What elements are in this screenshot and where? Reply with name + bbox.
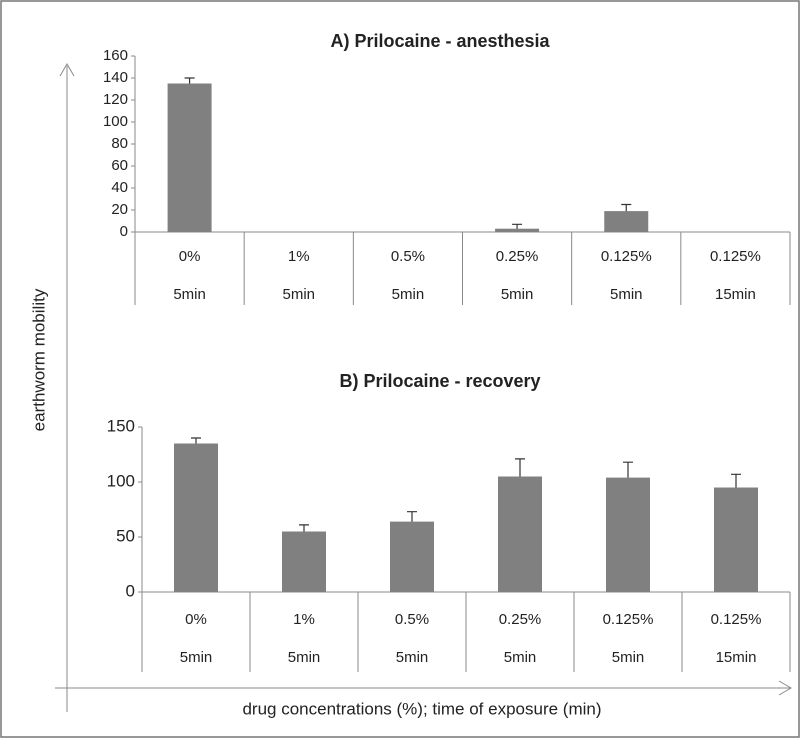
x-tick-sublabel: 5min (180, 649, 213, 666)
x-tick-label: 0.5% (391, 248, 425, 265)
error-bar (407, 511, 417, 522)
error-bar (191, 437, 201, 444)
y-tick-label: 140 (103, 69, 128, 86)
x-tick-label: 1% (293, 611, 315, 628)
x-tick-sublabel: 5min (396, 649, 429, 666)
chart-title: B) Prilocaine - recovery (339, 371, 540, 391)
x-tick-sublabel: 15min (715, 286, 756, 303)
bar (390, 521, 434, 592)
chart-title: A) Prilocaine - anesthesia (330, 31, 550, 51)
x-tick-label: 0% (185, 611, 207, 628)
x-tick-label: 0.25% (496, 248, 539, 265)
x-tick-label: 0.125% (710, 248, 761, 265)
bar (606, 477, 650, 592)
y-tick-label: 100 (107, 471, 135, 490)
error-bar (512, 223, 523, 229)
error-bar (621, 203, 632, 212)
y-tick-label: 60 (111, 157, 128, 174)
error-bar (731, 473, 741, 488)
y-tick-label: 160 (103, 47, 128, 64)
x-tick-label: 0.5% (395, 611, 429, 628)
x-tick-label: 0.125% (601, 248, 652, 265)
y-arrow-head (59, 63, 75, 77)
x-tick-sublabel: 5min (173, 286, 206, 303)
bar (604, 211, 649, 232)
y-tick-label: 120 (103, 91, 128, 108)
y-tick-label: 40 (111, 179, 128, 196)
y-tick-label: 0 (120, 223, 128, 240)
y-tick-label: 20 (111, 201, 128, 218)
error-bar (184, 77, 195, 84)
error-bar (299, 524, 309, 532)
x-tick-label: 1% (288, 248, 310, 265)
y-tick-label: 150 (107, 416, 135, 435)
bar (714, 487, 758, 592)
x-tick-sublabel: 5min (288, 649, 321, 666)
bar (495, 228, 540, 232)
x-tick-label: 0.125% (711, 611, 762, 628)
x-tick-sublabel: 15min (716, 649, 757, 666)
x-arrow-head (778, 680, 792, 696)
x-tick-sublabel: 5min (504, 649, 537, 666)
bar (498, 476, 542, 592)
x-tick-label: 0.125% (603, 611, 654, 628)
x-tick-label: 0% (179, 248, 201, 265)
bar (174, 443, 218, 592)
x-tick-sublabel: 5min (392, 286, 425, 303)
y-tick-label: 50 (116, 526, 135, 545)
x-tick-sublabel: 5min (282, 286, 315, 303)
error-bar (623, 461, 633, 478)
x-tick-sublabel: 5min (612, 649, 645, 666)
x-label: drug concentrations (%); time of exposur… (242, 699, 601, 718)
y-tick-label: 80 (111, 135, 128, 152)
y-label: earthworm mobility (29, 288, 48, 431)
x-tick-sublabel: 5min (501, 286, 534, 303)
bar (167, 83, 212, 232)
x-tick-sublabel: 5min (610, 286, 643, 303)
y-tick-label: 0 (126, 581, 135, 600)
y-tick-label: 100 (103, 113, 128, 130)
x-tick-label: 0.25% (499, 611, 542, 628)
error-bar (515, 458, 525, 477)
bar (282, 531, 326, 592)
